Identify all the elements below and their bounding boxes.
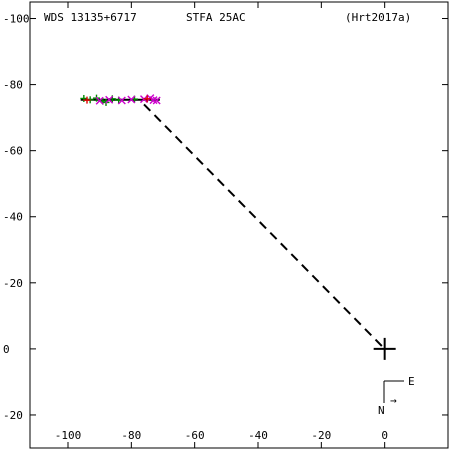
y-tick-label: 0 [3,343,10,356]
x-tick-label: -100 [55,429,82,442]
system-id: WDS 13135+6717 [44,11,137,24]
y-tick-label: -60 [3,145,23,158]
y-tick-label: -20 [3,409,23,422]
magenta-observation-point [127,95,136,104]
observation-points [80,94,161,106]
discoverer-code: STFA 25AC [186,11,246,24]
plot-border [29,1,449,449]
x-tick-label: -60 [185,429,205,442]
east-label: E [408,375,415,388]
motion-arrow-icon: → [390,394,397,407]
green-observation-point [80,94,88,102]
y-tick-label: -100 [3,13,30,26]
magenta-observation-point [152,96,161,105]
axis-ticks [30,2,448,448]
north-label: N [378,404,385,417]
reference-code: (Hrt2017a) [345,11,411,24]
orbit-lines [80,98,386,350]
red-observation-point [143,95,151,103]
magenta-observation-point [117,96,126,105]
primary-star-marker [373,337,396,360]
y-tick-label: -80 [3,79,23,92]
magenta-observation-point [105,95,114,104]
x-tick-label: 0 [381,429,388,442]
y-tick-label: -40 [3,211,23,224]
y-tick-label: -20 [3,277,23,290]
x-tick-label: -80 [121,429,141,442]
plot-frame [29,1,449,449]
red-observation-point [83,96,91,104]
x-tick-label: -20 [311,429,331,442]
magenta-observation-point [95,96,104,105]
axis-tick-labels: -100 -80 -60 -40 -20 0 -100 -80 -60 -40 -20 0 -20 [3,13,388,442]
magenta-observation-point [149,96,158,105]
x-tick-label: -40 [248,429,268,442]
dashed-link-line [143,103,386,350]
compass: E N → [378,375,415,417]
